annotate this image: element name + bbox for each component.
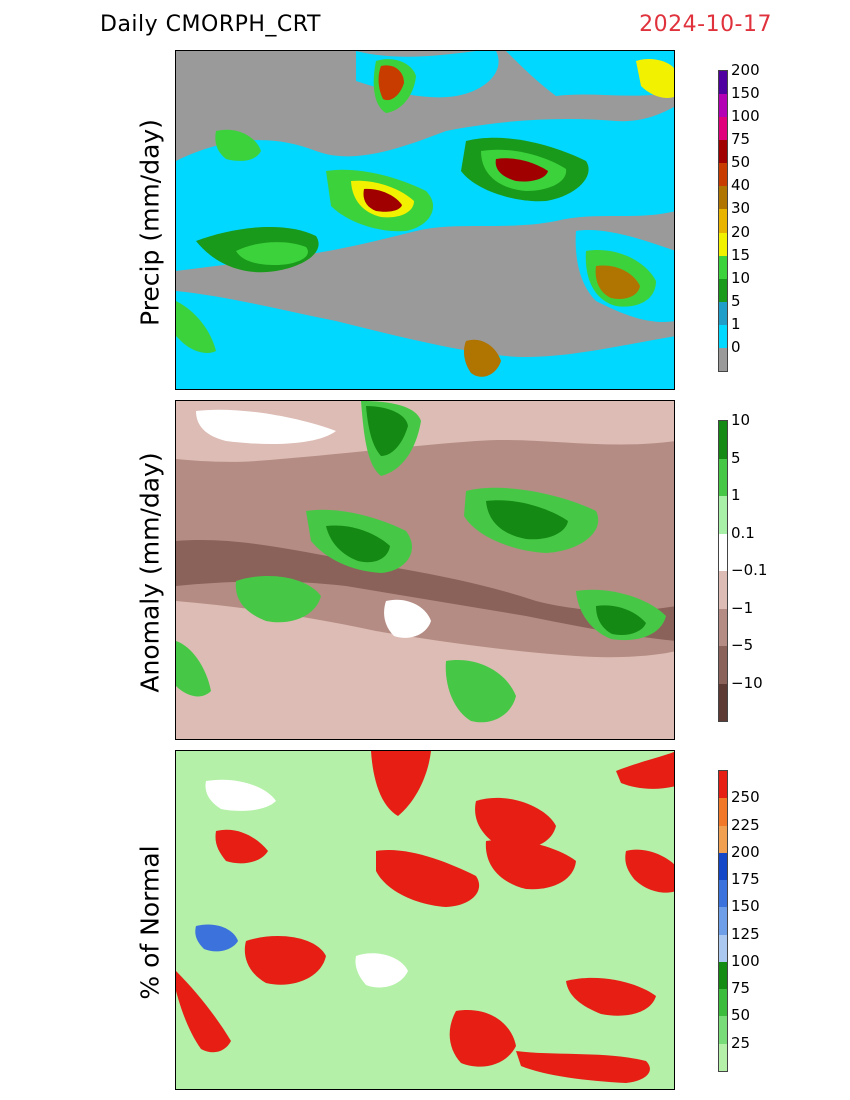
colorbar-tick-label: 150: [731, 84, 760, 103]
colorbar-tick-label: −5: [731, 636, 754, 654]
colorbar-tick-label: 75: [731, 979, 751, 998]
percent-map-svg: [176, 751, 674, 1089]
colorbar-tick-label: 150: [731, 897, 760, 916]
colorbar-segment: [719, 421, 727, 459]
anomaly-ylabel: Anomaly (mm/day): [135, 452, 165, 693]
colorbar-segment: [719, 278, 727, 302]
colorbar-segment: [719, 232, 727, 256]
colorbar-tick-label: 10: [731, 411, 751, 429]
colorbar-tick-label: 1: [731, 486, 741, 504]
colorbar-segment: [719, 324, 727, 348]
colorbar-segment: [719, 140, 727, 164]
colorbar-segment: [719, 934, 727, 962]
colorbar-tick-label: 30: [731, 199, 751, 218]
colorbar-segment: [719, 496, 727, 534]
colorbar-segment: [719, 880, 727, 908]
anomaly-colorbar: [718, 420, 728, 722]
precip-map: [175, 50, 675, 390]
colorbar-segment: [719, 1043, 727, 1071]
colorbar-segment: [719, 771, 727, 799]
colorbar-tick-label: 0.1: [731, 523, 755, 542]
colorbar-tick-label: 50: [731, 1006, 751, 1025]
colorbar-tick-label: 100: [731, 107, 760, 126]
colorbar-segment: [719, 163, 727, 187]
colorbar-tick-label: 225: [731, 815, 760, 834]
colorbar-tick-label: 250: [731, 788, 760, 807]
colorbar-segment: [719, 825, 727, 853]
colorbar-tick-label: 50: [731, 153, 751, 172]
colorbar-tick-label: 25: [731, 1033, 751, 1052]
precip-ylabel: Precip (mm/day): [135, 119, 165, 326]
chart-title: Daily CMORPH_CRT: [100, 12, 321, 37]
colorbar-tick-label: 75: [731, 130, 751, 149]
percent-map: [175, 750, 675, 1090]
colorbar-tick-label: −10: [731, 673, 763, 692]
colorbar-tick-label: 5: [731, 291, 741, 310]
precip-colorbar: [718, 70, 728, 372]
colorbar-segment: [719, 961, 727, 990]
colorbar-segment: [719, 255, 727, 279]
colorbar-segment: [719, 1016, 727, 1044]
colorbar-segment: [719, 571, 727, 609]
colorbar-tick-label: 10: [731, 268, 751, 287]
colorbar-segment: [719, 94, 727, 118]
percent-ylabel: % of Normal: [135, 845, 165, 1000]
colorbar-segment: [719, 458, 727, 496]
colorbar-tick-label: 125: [731, 924, 760, 943]
colorbar-tick-label: 0: [731, 337, 741, 356]
colorbar-segment: [719, 209, 727, 233]
colorbar-tick-label: −0.1: [731, 561, 768, 579]
colorbar-tick-label: 200: [731, 842, 760, 861]
colorbar-tick-label: −1: [731, 598, 754, 617]
anomaly-map: [175, 400, 675, 740]
colorbar-tick-label: 5: [731, 448, 741, 467]
colorbar-segment: [719, 683, 727, 721]
colorbar-segment: [719, 533, 727, 571]
colorbar-segment: [719, 907, 727, 935]
percent-colorbar: [718, 770, 728, 1072]
date-label: 2024-10-17: [639, 12, 772, 37]
colorbar-segment: [719, 852, 727, 881]
colorbar-segment: [719, 989, 727, 1017]
colorbar-segment: [719, 608, 727, 646]
colorbar-tick-label: 200: [731, 61, 760, 79]
colorbar-segment: [719, 301, 727, 325]
precip-map-svg: [176, 51, 674, 389]
colorbar-segment: [719, 646, 727, 684]
colorbar-tick-label: 40: [731, 176, 751, 195]
colorbar-segment: [719, 71, 727, 95]
colorbar-segment: [719, 798, 727, 826]
colorbar-segment: [719, 186, 727, 210]
anomaly-map-svg: [176, 401, 674, 739]
colorbar-tick-label: 1: [731, 314, 741, 333]
colorbar-tick-label: 15: [731, 245, 751, 264]
colorbar-tick-label: 100: [731, 951, 760, 970]
colorbar-segment: [719, 347, 727, 372]
colorbar-segment: [719, 117, 727, 141]
colorbar-tick-label: 20: [731, 222, 751, 241]
colorbar-tick-label: 175: [731, 870, 760, 889]
